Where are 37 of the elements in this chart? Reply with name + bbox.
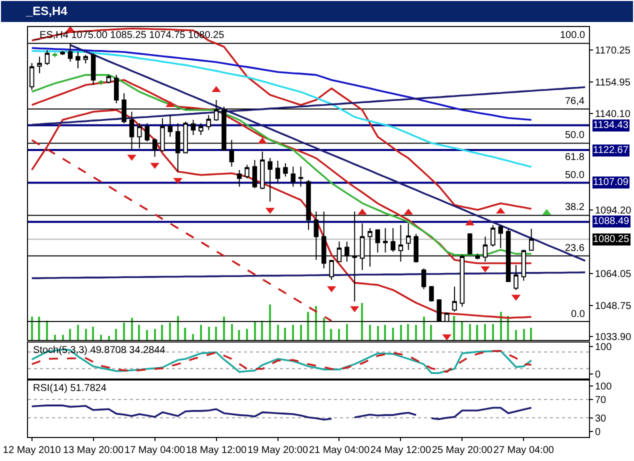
x-tick-label: 24 May 12:00 bbox=[370, 445, 432, 456]
y-tick-label: 0 bbox=[595, 427, 601, 438]
x-tick-label: 17 May 04:00 bbox=[124, 445, 186, 456]
x-tick-label: 19 May 20:00 bbox=[247, 445, 308, 456]
ref-line-label: 1088.49 bbox=[593, 216, 630, 227]
x-tick-label: 13 May 20:00 bbox=[63, 445, 124, 456]
annotation: 50.0 bbox=[565, 170, 585, 181]
ref-line-label: 1134.43 bbox=[593, 120, 629, 131]
chart-title: _ES,H4 bbox=[25, 4, 68, 18]
y-tick-label: 1170.25 bbox=[595, 46, 631, 57]
x-tick-label: 27 May 04:00 bbox=[493, 445, 554, 456]
x-tick-label: 25 May 20:00 bbox=[432, 445, 493, 456]
y-tick-label: 0 bbox=[595, 370, 601, 381]
annotation: 76,4 bbox=[565, 96, 585, 107]
annotation: 23.6 bbox=[565, 243, 585, 254]
annotation: 61.8 bbox=[565, 152, 585, 163]
ref-line-label: 1080.25 bbox=[593, 234, 630, 245]
annotation: 38.2 bbox=[565, 202, 585, 213]
ref-line-label: 1107.09 bbox=[593, 177, 629, 188]
y-tick-label: 1033.90 bbox=[595, 332, 632, 344]
y-tick-label: 100 bbox=[595, 381, 612, 392]
y-tick-label: 1094.20 bbox=[595, 205, 632, 216]
x-tick-label: 18 May 12:00 bbox=[186, 445, 248, 456]
chart-title: RSI(14) 51.7824 bbox=[33, 383, 107, 394]
y-tick-label: 100 bbox=[595, 342, 612, 353]
y-tick-label: 1140.10 bbox=[595, 108, 631, 120]
annotation: 50.0 bbox=[565, 130, 585, 141]
annotation: 0.0 bbox=[571, 309, 586, 320]
y-tick-label: 1154.95 bbox=[595, 78, 631, 89]
y-tick-label: 1064.05 bbox=[595, 268, 632, 280]
y-tick-label: 30 bbox=[595, 413, 607, 424]
ref-line-label: 1122.67 bbox=[593, 145, 629, 156]
x-tick-label: 21 May 04:00 bbox=[308, 445, 370, 456]
y-tick-label: 1048.75 bbox=[595, 300, 632, 312]
annotation: 100.0 bbox=[560, 30, 586, 41]
x-tick-label: 12 May 2010 bbox=[2, 445, 62, 456]
y-tick-label: 70 bbox=[595, 395, 607, 406]
